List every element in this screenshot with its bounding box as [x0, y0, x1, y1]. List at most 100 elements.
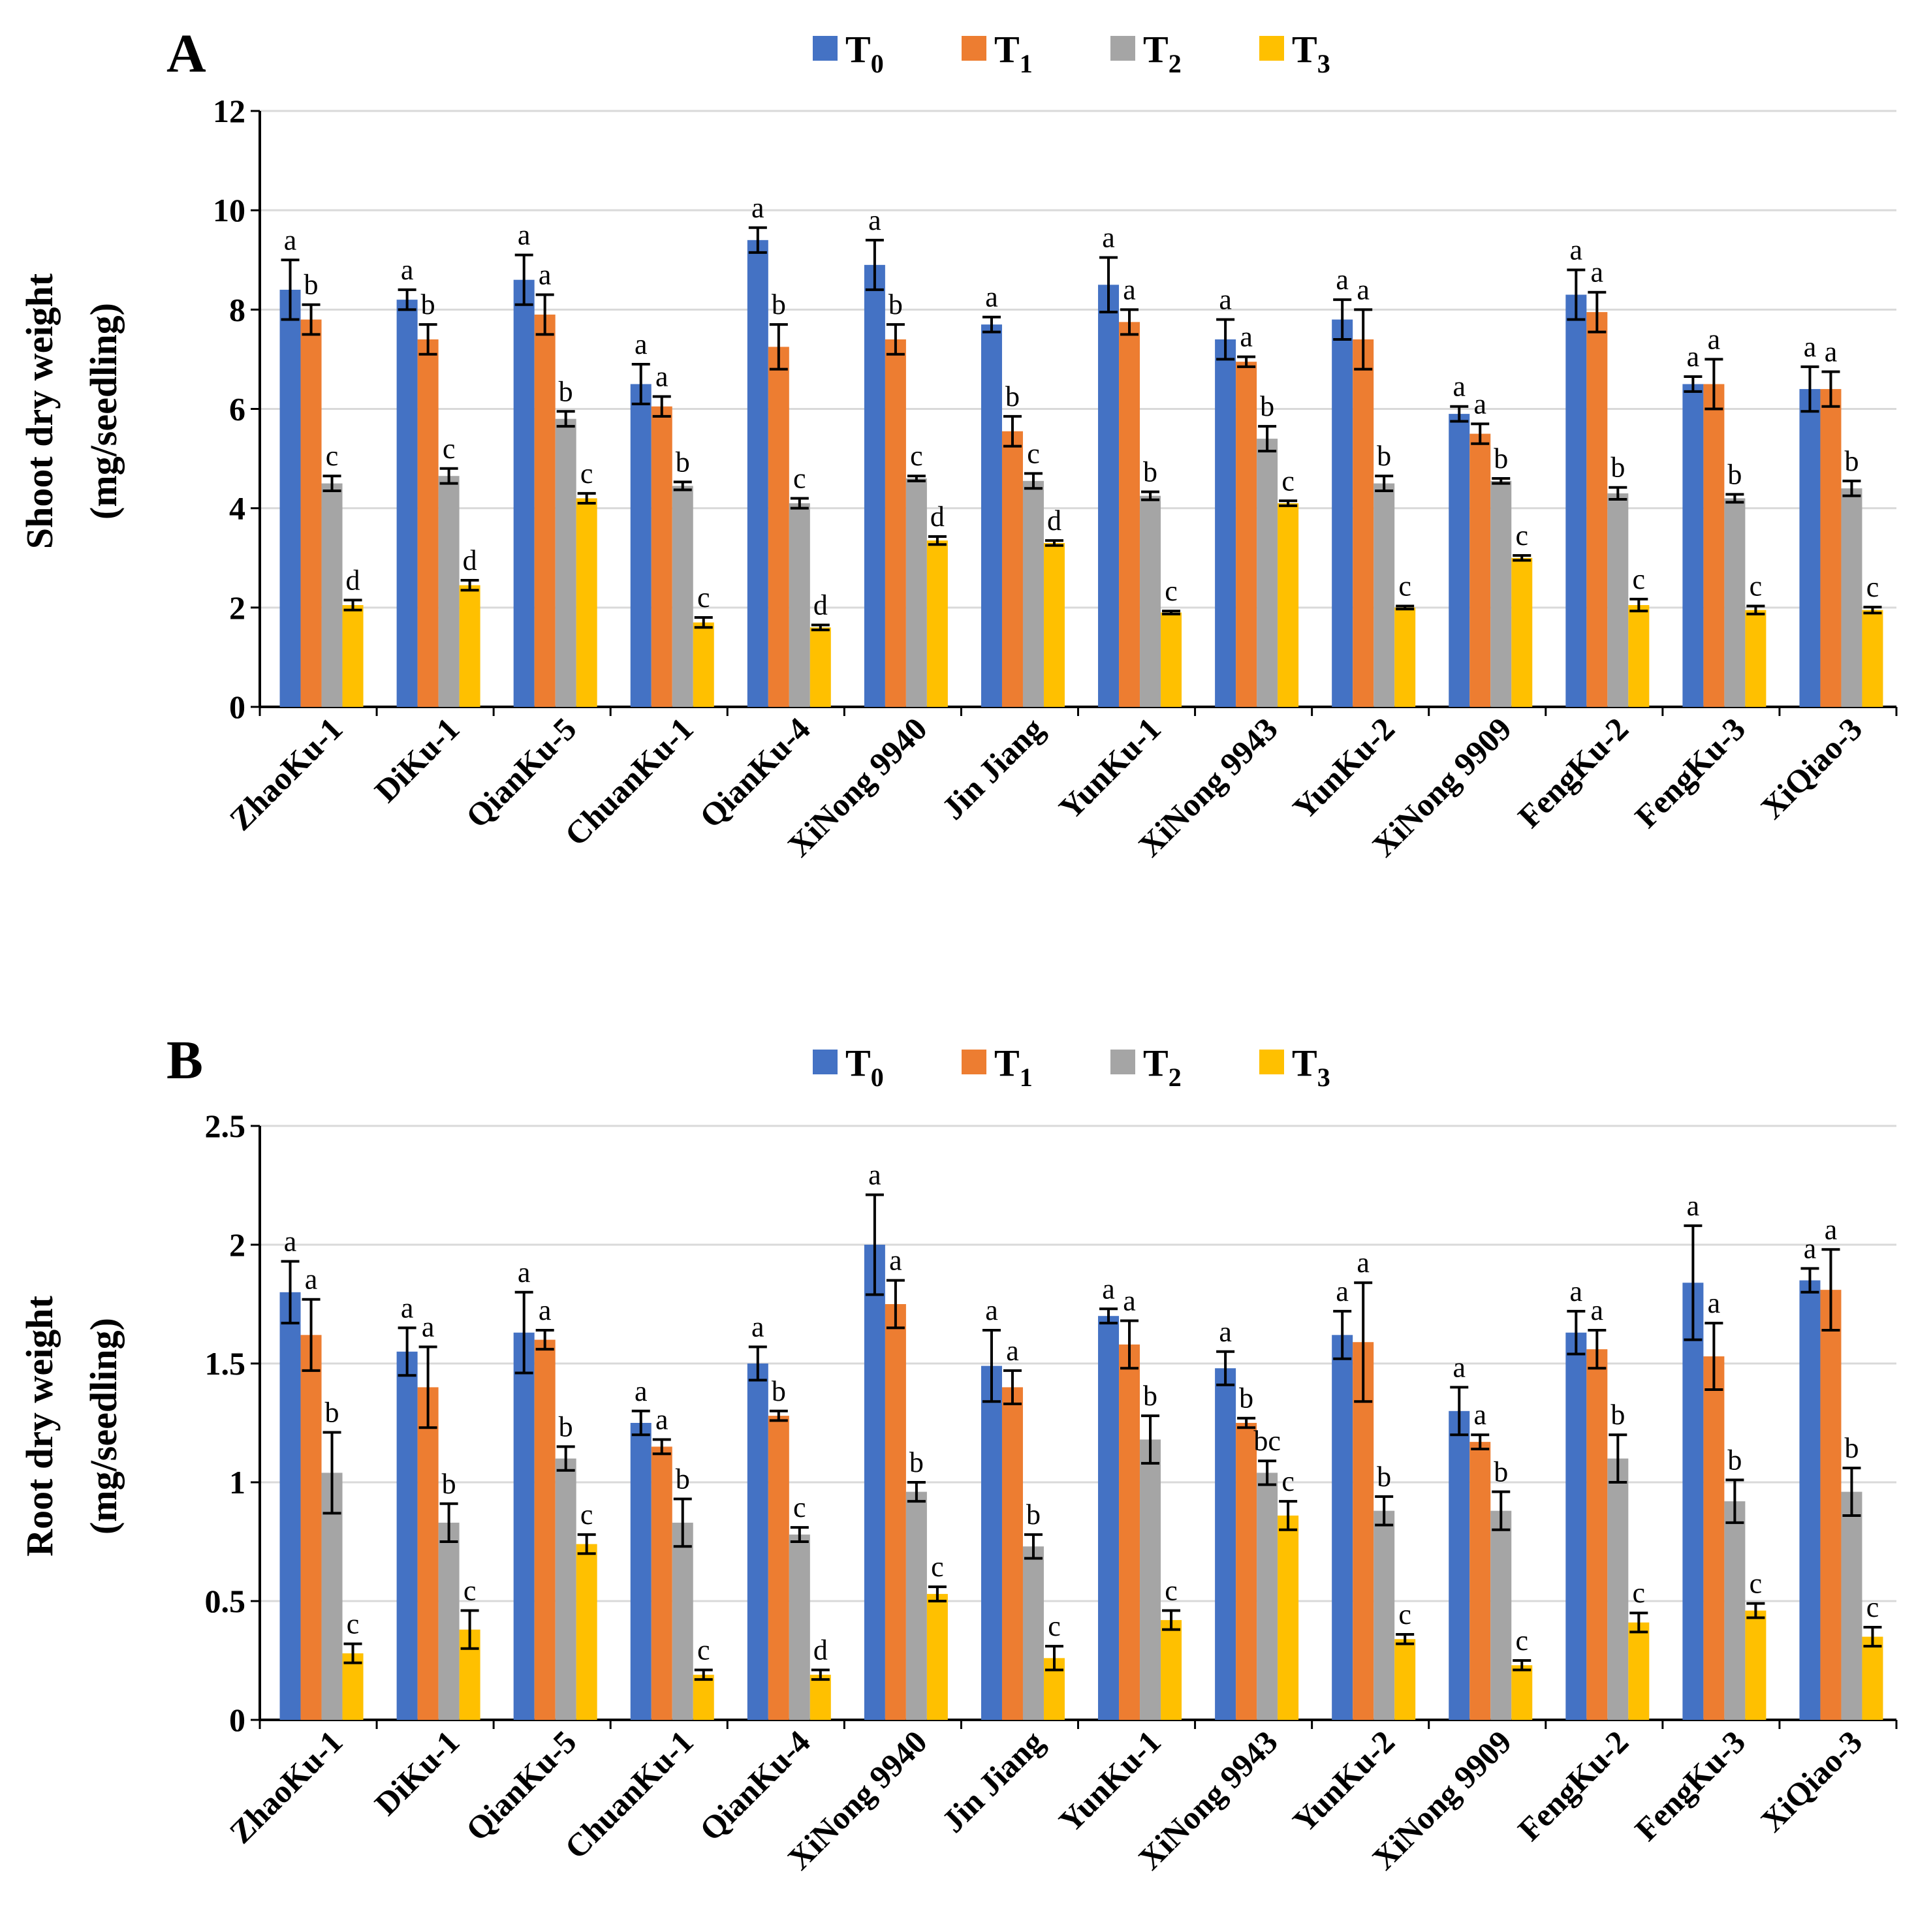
significance-label: a — [401, 254, 414, 286]
significance-label: c — [1281, 1465, 1295, 1497]
significance-label: d — [930, 501, 945, 533]
bar-T3 — [1745, 1610, 1767, 1720]
bar-T3 — [342, 1653, 364, 1720]
legend-label-sub: 1 — [1020, 1063, 1033, 1092]
category-group: ab c d QianKu-4 — [693, 1311, 831, 1848]
bar-T0 — [1332, 1335, 1353, 1720]
x-tick-label: FengKu-2 — [1511, 710, 1635, 835]
legend-label: T2 — [1143, 1042, 1182, 1092]
bar-T2 — [555, 1458, 576, 1720]
significance-label: c — [1281, 465, 1295, 497]
bar-T0 — [396, 300, 418, 707]
bar-T1 — [651, 1446, 672, 1720]
bar-T1 — [1820, 389, 1842, 707]
significance-label: a — [1591, 1294, 1604, 1326]
legend-label: T0 — [845, 1042, 884, 1092]
bar-T0 — [1449, 414, 1470, 707]
significance-label: a — [1473, 1399, 1486, 1431]
significance-label: a — [985, 281, 998, 313]
category-group: aa b c QianKu-5 — [459, 1256, 597, 1848]
bar-T1 — [885, 339, 906, 707]
significance-label: c — [1750, 570, 1763, 602]
significance-label: a — [1102, 1273, 1115, 1305]
legend-label-main: T — [1143, 28, 1169, 70]
significance-label: c — [1515, 520, 1528, 552]
legend-item: T2 — [1110, 28, 1182, 78]
bar-T2 — [1140, 1439, 1161, 1720]
significance-label: a — [518, 219, 531, 251]
bar-T2 — [672, 1522, 693, 1720]
significance-label: a — [889, 1245, 902, 1277]
significance-label: c — [697, 582, 710, 614]
significance-label: d — [463, 544, 477, 576]
y-tick-label: 6 — [229, 391, 245, 428]
significance-label: a — [1825, 1213, 1838, 1245]
significance-label: b — [1844, 445, 1859, 477]
bar-T2 — [1257, 1472, 1278, 1720]
bar-T2 — [1607, 493, 1629, 707]
significance-label: a — [539, 259, 552, 291]
legend-label: T2 — [1143, 28, 1182, 78]
significance-label: b — [559, 375, 573, 407]
bar-T3 — [693, 1674, 714, 1720]
significance-label: b — [1026, 1499, 1041, 1531]
significance-label: b — [1494, 1456, 1508, 1488]
bar-T3 — [342, 605, 364, 707]
bar-T1 — [300, 1335, 322, 1720]
bar-T3 — [1862, 1636, 1883, 1720]
significance-label: c — [910, 440, 923, 472]
significance-label: a — [1708, 323, 1721, 355]
legend-label: T1 — [994, 28, 1033, 78]
significance-label: c — [443, 433, 456, 465]
bar-T2 — [789, 1535, 810, 1720]
bar-T0 — [513, 1332, 535, 1720]
legend-label-sub: 1 — [1020, 49, 1033, 78]
bar-T2 — [672, 486, 693, 707]
significance-label: b — [421, 288, 435, 320]
legend-label-sub: 2 — [1169, 49, 1182, 78]
bar-T3 — [1628, 605, 1650, 707]
significance-label: a — [1804, 1232, 1817, 1264]
legend-label-main: T — [1292, 1042, 1317, 1084]
category-group: aa b c YunKu-1 — [1052, 221, 1182, 826]
legend-item: T1 — [962, 28, 1033, 78]
significance-label: a — [1708, 1287, 1721, 1319]
bar-T2 — [555, 418, 576, 707]
x-tick-label: FengKu-3 — [1627, 1723, 1752, 1848]
legend-label-sub: 2 — [1169, 1063, 1182, 1092]
bar-T0 — [1682, 1283, 1704, 1720]
bar-T2 — [1607, 1458, 1629, 1720]
y-axis-title: Shoot dry weight — [18, 273, 61, 549]
x-tick-label: QianKu-5 — [459, 710, 584, 835]
significance-label: c — [580, 1499, 593, 1531]
bar-T0 — [1098, 285, 1120, 708]
bar-T2 — [1140, 495, 1161, 707]
x-tick-label: DiKu-1 — [368, 710, 467, 809]
significance-label: a — [401, 1292, 414, 1324]
significance-label: c — [1398, 1598, 1411, 1630]
significance-label: a — [655, 360, 668, 392]
bar-T3 — [926, 540, 948, 707]
bar-T0 — [630, 384, 652, 707]
significance-label: a — [1123, 273, 1136, 305]
legend-label-main: T — [1292, 28, 1317, 70]
bar-T1 — [1469, 433, 1491, 707]
panel-letter: A — [166, 23, 206, 84]
legend-label: T0 — [845, 28, 884, 78]
significance-label: c — [326, 440, 339, 472]
bar-T3 — [1862, 610, 1883, 707]
bar-T2 — [1724, 1501, 1746, 1720]
bar-T1 — [768, 347, 789, 707]
legend-item: T2 — [1110, 1042, 1182, 1092]
significance-label: c — [1048, 1610, 1061, 1642]
significance-label: a — [1570, 234, 1583, 266]
bar-T3 — [809, 627, 831, 707]
bar-T0 — [279, 1292, 301, 1720]
significance-label: a — [1825, 335, 1838, 367]
bar-T1 — [885, 1304, 906, 1720]
legend-label-main: T — [994, 28, 1020, 70]
significance-label: a — [1591, 257, 1604, 288]
legend-item: T3 — [1259, 1042, 1330, 1092]
x-tick-label: XiQiao-3 — [1753, 1723, 1869, 1839]
